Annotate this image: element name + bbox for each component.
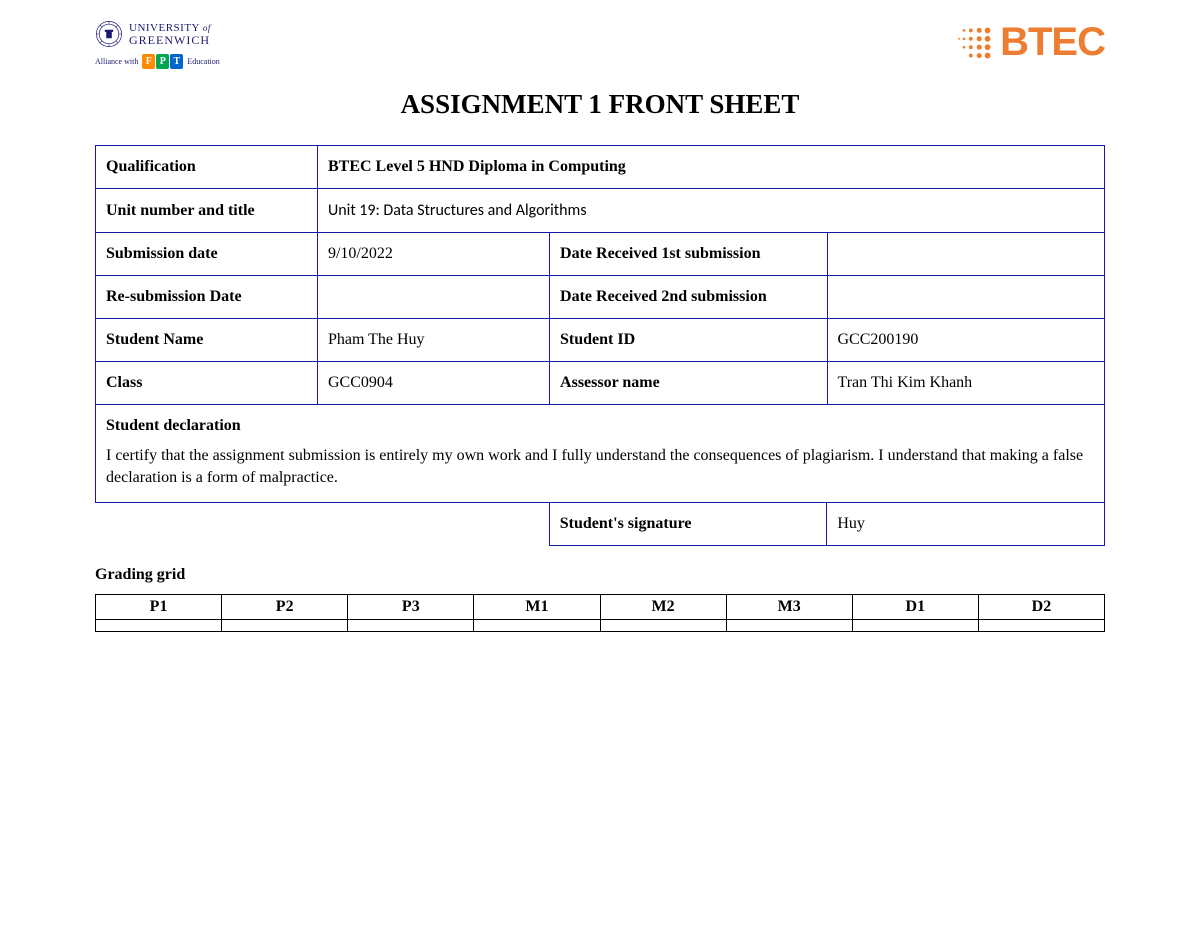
unit-label: Unit number and title <box>96 189 318 233</box>
fpt-letter-t: T <box>170 54 183 69</box>
unit-value: Unit 19: Data Structures and Algorithms <box>317 189 1104 233</box>
student-name-label: Student Name <box>96 319 318 362</box>
front-sheet-table: Qualification BTEC Level 5 HND Diploma i… <box>95 145 1105 503</box>
grading-cell <box>222 619 348 631</box>
grading-header: M2 <box>600 594 726 619</box>
btec-logo: BTEC <box>954 20 1105 65</box>
greenwich-line2: GREENWICH <box>129 34 211 46</box>
date-received-2nd-value <box>827 276 1105 319</box>
student-name-value: Pham The Huy <box>317 319 549 362</box>
grading-cell <box>474 619 600 631</box>
grading-cell <box>978 619 1104 631</box>
grading-header: D1 <box>852 594 978 619</box>
qualification-value: BTEC Level 5 HND Diploma in Computing <box>317 146 1104 189</box>
signature-label: Student's signature <box>549 503 827 546</box>
declaration-title: Student declaration <box>106 417 1094 435</box>
header: UNIVERSITY of GREENWICH Alliance with F … <box>95 20 1105 69</box>
declaration-text: I certify that the assignment submission… <box>106 445 1094 490</box>
grading-header-row: P1 P2 P3 M1 M2 M3 D1 D2 <box>96 594 1105 619</box>
class-label: Class <box>96 362 318 405</box>
signature-empty <box>95 503 549 546</box>
submission-date-value: 9/10/2022 <box>317 233 549 276</box>
class-value: GCC0904 <box>317 362 549 405</box>
assessor-label: Assessor name <box>550 362 827 405</box>
alliance-prefix: Alliance with <box>95 57 138 66</box>
declaration-cell: Student declaration I certify that the a… <box>96 405 1105 503</box>
grading-cell <box>348 619 474 631</box>
date-received-2nd-label: Date Received 2nd submission <box>550 276 827 319</box>
date-received-1st-value <box>827 233 1105 276</box>
date-received-1st-label: Date Received 1st submission <box>550 233 827 276</box>
grading-cell <box>600 619 726 631</box>
signature-value: Huy <box>827 503 1105 546</box>
grading-header: D2 <box>978 594 1104 619</box>
qualification-label: Qualification <box>96 146 318 189</box>
grading-table: P1 P2 P3 M1 M2 M3 D1 D2 <box>95 594 1105 632</box>
signature-table: Student's signature Huy <box>95 503 1105 546</box>
grading-cell <box>96 619 222 631</box>
greenwich-line1-of: of <box>203 23 211 33</box>
grading-title: Grading grid <box>95 566 1105 584</box>
grading-header: P3 <box>348 594 474 619</box>
greenwich-logo: UNIVERSITY of GREENWICH <box>95 20 220 48</box>
submission-date-label: Submission date <box>96 233 318 276</box>
alliance-row: Alliance with F P T Education <box>95 54 220 69</box>
fpt-letter-f: F <box>142 54 155 69</box>
page-title: ASSIGNMENT 1 FRONT SHEET <box>95 89 1105 120</box>
fpt-logo: F P T <box>142 54 183 69</box>
grading-header: P2 <box>222 594 348 619</box>
fpt-letter-p: P <box>156 54 169 69</box>
grading-header: M1 <box>474 594 600 619</box>
btec-text: BTEC <box>1000 20 1105 65</box>
student-id-value: GCC200190 <box>827 319 1105 362</box>
greenwich-text: UNIVERSITY of GREENWICH <box>129 23 211 46</box>
left-logo-block: UNIVERSITY of GREENWICH Alliance with F … <box>95 20 220 69</box>
btec-dots-icon <box>954 22 996 64</box>
resubmission-value <box>317 276 549 319</box>
grading-cell <box>726 619 852 631</box>
grading-cell <box>852 619 978 631</box>
student-id-label: Student ID <box>550 319 827 362</box>
assessor-value: Tran Thi Kim Khanh <box>827 362 1105 405</box>
resubmission-label: Re-submission Date <box>96 276 318 319</box>
grading-empty-row <box>96 619 1105 631</box>
greenwich-crest-icon <box>95 20 123 48</box>
grading-header: P1 <box>96 594 222 619</box>
greenwich-line1-main: UNIVERSITY <box>129 22 200 34</box>
grading-header: M3 <box>726 594 852 619</box>
alliance-suffix: Education <box>187 57 219 66</box>
